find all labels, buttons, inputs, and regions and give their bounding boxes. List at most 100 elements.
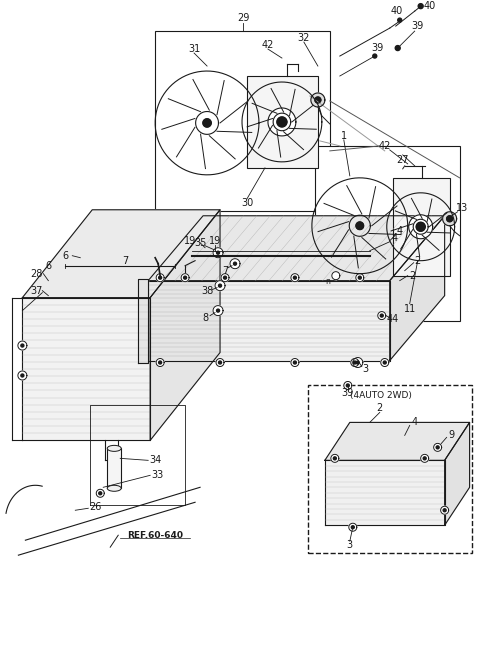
Polygon shape bbox=[21, 374, 24, 377]
Text: 35: 35 bbox=[194, 238, 206, 248]
Text: 34: 34 bbox=[149, 455, 161, 465]
Polygon shape bbox=[156, 358, 164, 367]
Polygon shape bbox=[444, 422, 469, 525]
Text: (4AUTO 2WD): (4AUTO 2WD) bbox=[350, 391, 412, 400]
Text: 39: 39 bbox=[372, 43, 384, 53]
Text: 7: 7 bbox=[122, 255, 128, 266]
Ellipse shape bbox=[107, 445, 121, 451]
Polygon shape bbox=[215, 280, 225, 291]
Polygon shape bbox=[381, 358, 389, 367]
Polygon shape bbox=[436, 446, 439, 449]
Polygon shape bbox=[218, 361, 222, 364]
Polygon shape bbox=[221, 274, 229, 282]
Polygon shape bbox=[159, 276, 162, 279]
Text: 2: 2 bbox=[377, 403, 383, 413]
Polygon shape bbox=[216, 252, 219, 254]
Polygon shape bbox=[184, 276, 187, 279]
Text: 9: 9 bbox=[449, 430, 455, 440]
Polygon shape bbox=[333, 457, 336, 460]
Text: 6: 6 bbox=[45, 261, 51, 271]
Text: 19: 19 bbox=[184, 236, 196, 246]
Bar bbox=[315, 146, 460, 320]
Text: 28: 28 bbox=[30, 269, 43, 278]
Polygon shape bbox=[356, 222, 364, 230]
Polygon shape bbox=[443, 212, 456, 226]
Polygon shape bbox=[423, 457, 426, 460]
Polygon shape bbox=[18, 341, 27, 350]
Bar bbox=[393, 178, 450, 276]
Polygon shape bbox=[218, 284, 222, 287]
Text: 4: 4 bbox=[412, 417, 418, 428]
Polygon shape bbox=[378, 312, 386, 320]
Polygon shape bbox=[380, 314, 383, 317]
Polygon shape bbox=[230, 259, 240, 269]
Polygon shape bbox=[358, 276, 361, 279]
Polygon shape bbox=[441, 506, 449, 514]
Polygon shape bbox=[408, 215, 432, 238]
Polygon shape bbox=[23, 210, 220, 297]
Text: 32: 32 bbox=[298, 33, 310, 43]
Polygon shape bbox=[234, 262, 237, 265]
Text: 33: 33 bbox=[151, 470, 163, 480]
Polygon shape bbox=[138, 278, 148, 362]
Polygon shape bbox=[325, 422, 469, 460]
Polygon shape bbox=[268, 108, 296, 136]
Polygon shape bbox=[351, 526, 354, 529]
Polygon shape bbox=[398, 18, 402, 22]
Polygon shape bbox=[18, 371, 27, 380]
Text: 30: 30 bbox=[241, 198, 253, 208]
Polygon shape bbox=[331, 455, 339, 462]
Polygon shape bbox=[21, 344, 24, 347]
Polygon shape bbox=[353, 361, 356, 364]
Polygon shape bbox=[291, 358, 299, 367]
Polygon shape bbox=[148, 280, 390, 360]
Polygon shape bbox=[277, 117, 287, 127]
Text: 1: 1 bbox=[341, 131, 347, 141]
Polygon shape bbox=[23, 297, 150, 440]
Text: 2: 2 bbox=[415, 255, 421, 266]
Polygon shape bbox=[416, 222, 425, 231]
Polygon shape bbox=[311, 93, 325, 107]
Polygon shape bbox=[293, 361, 297, 364]
Polygon shape bbox=[315, 97, 321, 103]
Polygon shape bbox=[353, 358, 363, 367]
Polygon shape bbox=[443, 509, 446, 512]
Polygon shape bbox=[418, 4, 423, 9]
Polygon shape bbox=[390, 215, 444, 360]
Polygon shape bbox=[216, 358, 224, 367]
Text: 3: 3 bbox=[363, 364, 369, 373]
Polygon shape bbox=[418, 224, 423, 229]
Text: 27: 27 bbox=[396, 155, 409, 165]
Polygon shape bbox=[203, 119, 211, 127]
Polygon shape bbox=[351, 358, 359, 367]
Polygon shape bbox=[213, 248, 223, 257]
Text: 42: 42 bbox=[379, 141, 391, 151]
Text: 4: 4 bbox=[392, 233, 398, 243]
Bar bbox=[247, 76, 318, 168]
Polygon shape bbox=[181, 274, 189, 282]
Text: 3: 3 bbox=[347, 540, 353, 550]
Text: 29: 29 bbox=[237, 13, 249, 23]
Polygon shape bbox=[433, 443, 442, 451]
Text: 7: 7 bbox=[222, 266, 228, 276]
Text: 44: 44 bbox=[386, 314, 399, 324]
Text: 40: 40 bbox=[423, 1, 436, 11]
Text: 2: 2 bbox=[409, 271, 416, 280]
Text: 26: 26 bbox=[89, 502, 101, 512]
Polygon shape bbox=[349, 523, 357, 531]
Text: 42: 42 bbox=[262, 40, 274, 50]
Polygon shape bbox=[216, 309, 219, 312]
Polygon shape bbox=[150, 210, 220, 440]
Bar bbox=[107, 449, 121, 488]
Polygon shape bbox=[325, 460, 444, 525]
Polygon shape bbox=[395, 46, 400, 50]
Polygon shape bbox=[291, 274, 299, 282]
Polygon shape bbox=[96, 489, 104, 497]
Polygon shape bbox=[356, 361, 360, 364]
Text: 13: 13 bbox=[456, 203, 468, 213]
Text: 11: 11 bbox=[404, 304, 416, 314]
Polygon shape bbox=[99, 492, 102, 495]
Polygon shape bbox=[293, 276, 297, 279]
Polygon shape bbox=[356, 274, 364, 282]
Text: 19: 19 bbox=[209, 236, 221, 246]
